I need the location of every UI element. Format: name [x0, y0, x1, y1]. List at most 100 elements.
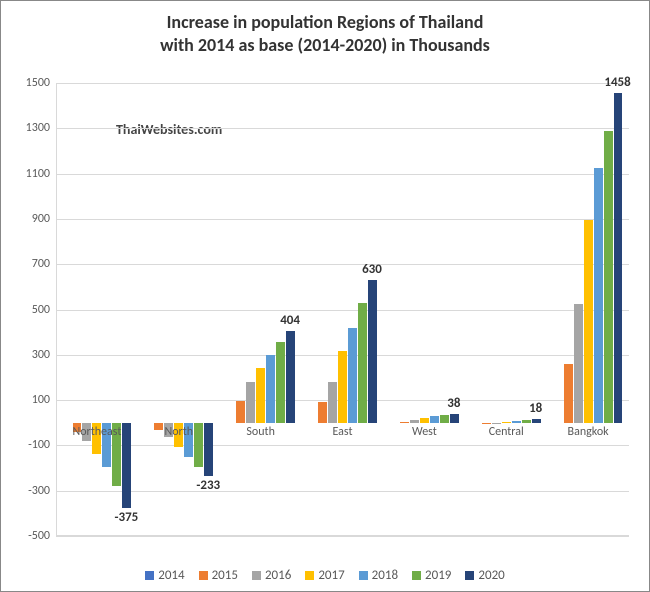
data-label: 630: [362, 262, 382, 277]
bar-groups: Northeast-375North-233South404East630Wes…: [56, 83, 629, 536]
y-axis-label: 1300: [26, 121, 56, 135]
bar: [604, 131, 613, 423]
bar-slot: [318, 83, 327, 536]
category-label: West: [412, 425, 437, 439]
bar-slot: [564, 83, 573, 536]
bar-slot: [472, 83, 481, 536]
bars: [472, 83, 541, 536]
bar-slot: [328, 83, 337, 536]
legend-label: 2017: [318, 568, 344, 583]
bar-slot: [358, 83, 367, 536]
bar-slot: [112, 83, 121, 536]
chart-title-line2: with 2014 as base (2014-2020) in Thousan…: [21, 34, 629, 57]
bar: [512, 421, 521, 423]
bar: [440, 415, 449, 423]
legend-label: 2018: [372, 568, 398, 583]
bar: [358, 303, 367, 423]
category-label: South: [246, 425, 274, 439]
bar: [328, 382, 337, 423]
bar: [286, 331, 295, 423]
bar-slot: [390, 83, 399, 536]
bar-slot: [236, 83, 245, 536]
plot-area: ThaiWebsites.com -500-300-10010030050070…: [56, 83, 629, 536]
legend-swatch: [305, 571, 314, 580]
category-label: East: [333, 425, 353, 439]
bar-slot: [604, 83, 613, 536]
bars: [226, 83, 295, 536]
bar: [194, 423, 203, 467]
bar-group: Central 18: [465, 83, 547, 536]
bar: [204, 423, 213, 476]
data-label: 18: [529, 401, 542, 416]
x-axis-line: [56, 535, 629, 536]
bar-slot: [256, 83, 265, 536]
bar-slot: [614, 83, 623, 536]
legend-swatch: [145, 571, 154, 580]
legend-item: 2014: [145, 568, 184, 583]
y-axis-label: 1100: [26, 167, 56, 181]
bars: [144, 83, 213, 536]
bar: [236, 401, 245, 423]
legend-item: 2016: [252, 568, 291, 583]
bar: [318, 402, 327, 422]
bar-slot: [502, 83, 511, 536]
y-axis-label: 1500: [26, 76, 56, 90]
bar: [584, 220, 593, 423]
data-label: -375: [115, 510, 139, 525]
bar: [532, 419, 541, 423]
bar-slot: [420, 83, 429, 536]
bar: [482, 423, 491, 424]
bar: [564, 364, 573, 423]
category-label: Central: [489, 425, 524, 439]
bar-slot: [348, 83, 357, 536]
bar-slot: [430, 83, 439, 536]
bar-slot: [63, 83, 72, 536]
y-axis-line: [56, 83, 57, 536]
bar: [614, 93, 623, 423]
legend-swatch: [412, 571, 421, 580]
bar-slot: [522, 83, 531, 536]
bar-slot: [482, 83, 491, 536]
bar-slot: [73, 83, 82, 536]
bar: [154, 423, 163, 430]
bar: [420, 418, 429, 423]
bars: [554, 83, 623, 536]
bar-slot: [410, 83, 419, 536]
legend-item: 2019: [412, 568, 451, 583]
bar-slot: [246, 83, 255, 536]
bar-slot: [532, 83, 541, 536]
bar-slot: [266, 83, 275, 536]
bar: [410, 420, 419, 423]
bar-group: Bangkok1458: [547, 83, 629, 536]
legend-label: 2020: [478, 568, 504, 583]
bars: [390, 83, 459, 536]
y-axis-label: 100: [32, 393, 56, 407]
bar: [594, 168, 603, 423]
legend-label: 2014: [158, 568, 184, 583]
legend-label: 2019: [425, 568, 451, 583]
y-axis-label: -300: [28, 484, 56, 498]
data-label: 404: [280, 313, 300, 328]
y-axis-label: -500: [28, 529, 56, 543]
bar-group: Northeast-375: [56, 83, 138, 536]
bar-slot: [276, 83, 285, 536]
bar: [400, 422, 409, 423]
bars: [63, 83, 132, 536]
bar: [338, 351, 347, 422]
bar: [122, 423, 131, 508]
chart-title-line1: Increase in population Regions of Thaila…: [21, 11, 629, 34]
bar: [276, 342, 285, 422]
bar-slot: [194, 83, 203, 536]
category-label: North: [164, 425, 193, 439]
legend-swatch: [465, 571, 474, 580]
legend-swatch: [359, 571, 368, 580]
chart-container: Increase in population Regions of Thaila…: [0, 0, 650, 592]
bar-group: South 404: [220, 83, 302, 536]
bar: [450, 414, 459, 423]
bar-slot: [368, 83, 377, 536]
bar: [246, 382, 255, 423]
bar: [522, 420, 531, 423]
bar-slot: [102, 83, 111, 536]
data-label: 38: [447, 396, 460, 411]
bar-group: East 630: [302, 83, 384, 536]
